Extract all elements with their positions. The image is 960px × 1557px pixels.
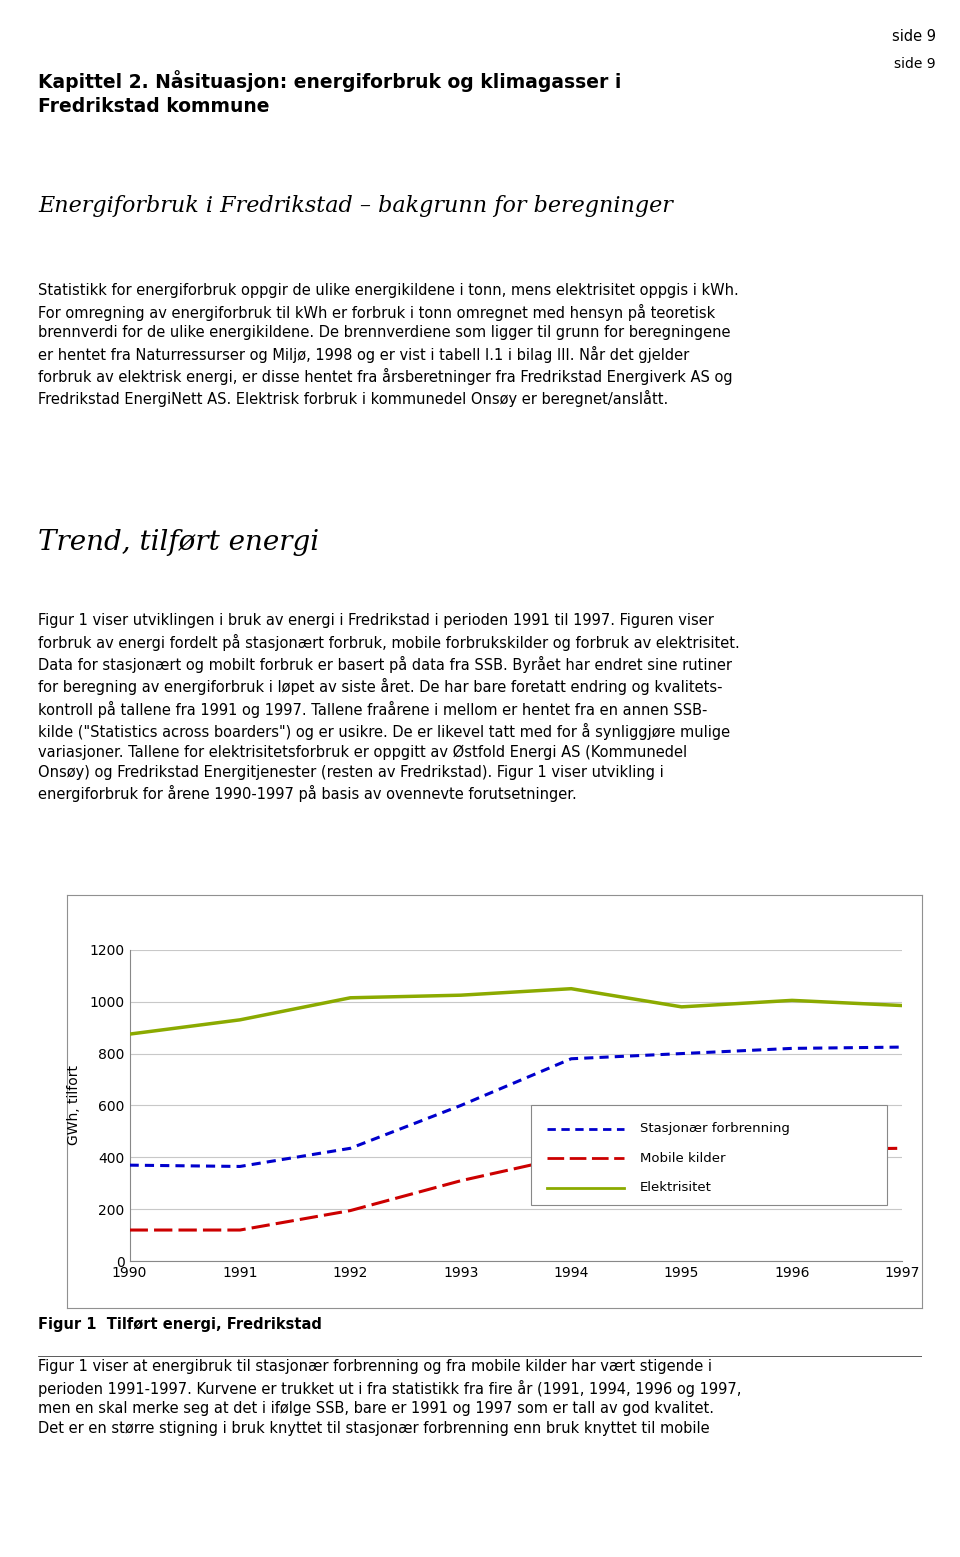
Text: Figur 1 viser utviklingen i bruk av energi i Fredrikstad i perioden 1991 til 199: Figur 1 viser utviklingen i bruk av ener… [38,613,740,802]
Text: side 9: side 9 [892,30,936,44]
Text: Statistikk for energiforbruk oppgir de ulike energikildene i tonn, mens elektris: Statistikk for energiforbruk oppgir de u… [38,283,739,408]
Text: Kapittel 2. Nåsituasjon: energiforbruk og klimagasser i
Fredrikstad kommune: Kapittel 2. Nåsituasjon: energiforbruk o… [38,70,622,117]
Text: Elektrisitet: Elektrisitet [639,1182,711,1194]
Text: Figur 1 viser at energibruk til stasjonær forbrenning og fra mobile kilder har v: Figur 1 viser at energibruk til stasjonæ… [38,1359,742,1436]
Text: Trend, tilført energi: Trend, tilført energi [38,529,320,556]
Text: Energiforbruk i Fredrikstad – bakgrunn for beregninger: Energiforbruk i Fredrikstad – bakgrunn f… [38,195,673,216]
Text: Stasjonær forbrenning: Stasjonær forbrenning [639,1123,789,1135]
Text: side 9: side 9 [895,58,936,70]
Bar [532,1105,887,1205]
Text: Mobile kilder: Mobile kilder [639,1152,725,1165]
Y-axis label: GWh, tilfort: GWh, tilfort [67,1065,82,1146]
Text: Figur 1  Tilført energi, Fredrikstad: Figur 1 Tilført energi, Fredrikstad [38,1317,323,1333]
